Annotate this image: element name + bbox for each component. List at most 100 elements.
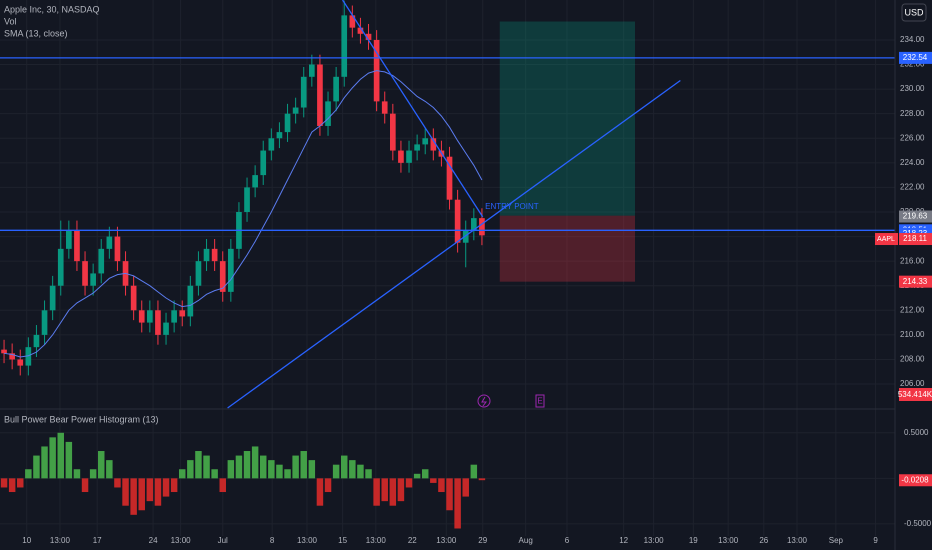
price-label-box	[899, 51, 932, 64]
price-label-box	[899, 275, 932, 288]
candle-body	[9, 353, 15, 360]
x-tick-label: 29	[478, 536, 487, 545]
x-tick-label: Jul	[218, 536, 228, 545]
histogram-bar	[421, 469, 429, 479]
x-tick-label: 13:00	[50, 536, 71, 545]
histogram-bar	[478, 478, 486, 481]
histogram-bar	[187, 460, 194, 479]
candle-body	[138, 310, 145, 323]
histogram-bar	[219, 478, 226, 493]
currency[interactable]: USD	[904, 7, 924, 17]
candle-body	[195, 261, 202, 286]
ticker-tag-box	[875, 233, 898, 246]
candle-body	[381, 101, 388, 114]
x-tick-label: 13:00	[787, 536, 808, 545]
histogram-bar	[300, 451, 307, 479]
y-tick-label: 210.00	[900, 330, 925, 339]
earnings-icon[interactable]	[535, 394, 545, 408]
candle-body	[276, 132, 283, 139]
candle-body	[1, 349, 7, 354]
volume-label-box	[899, 388, 932, 401]
histogram-bar	[324, 478, 332, 493]
histogram-bar	[438, 478, 445, 493]
histogram-bar	[211, 469, 218, 479]
x-tick-label: 22	[408, 536, 417, 545]
candle-body	[308, 64, 315, 77]
y-tick-label: 224.00	[900, 158, 925, 167]
currency-button[interactable]	[901, 3, 927, 22]
candle-body	[163, 322, 169, 335]
histogram-bar	[73, 469, 81, 479]
candle-body	[470, 218, 477, 231]
x-tick-label: 26	[759, 536, 768, 545]
histogram-bar	[65, 441, 73, 479]
legend-vol: Vol	[4, 16, 17, 26]
histogram-bar	[446, 478, 453, 511]
histogram-bar	[114, 478, 121, 488]
histogram-bar	[49, 437, 56, 479]
x-tick-label: 15	[338, 536, 347, 545]
x-tick-label: 13:00	[644, 536, 665, 545]
candle-body	[446, 156, 453, 200]
annotation: ENTRY POINT	[485, 202, 539, 211]
histogram-bar	[268, 460, 275, 479]
x-tick-label: 17	[93, 536, 102, 545]
histogram-bar	[308, 460, 316, 479]
histogram-bar	[170, 478, 178, 493]
earnings-letter: E	[537, 397, 542, 406]
x-tick-label: Sep	[829, 536, 844, 545]
price-label: 219.63	[903, 212, 928, 221]
histogram-bar	[195, 451, 202, 479]
candle-body	[17, 359, 24, 366]
histogram-bar	[365, 469, 372, 479]
x-tick-label: 8	[270, 536, 275, 545]
candle-body	[398, 150, 404, 163]
trend-line	[342, 0, 484, 218]
histogram-title: Bull Power Bear Power Histogram (13)	[4, 414, 159, 424]
candle-body	[82, 261, 88, 286]
candle-body	[317, 64, 323, 126]
histogram-bar	[349, 460, 356, 479]
histogram-bar	[8, 478, 16, 493]
candle-body	[25, 347, 32, 366]
candle-body	[462, 230, 469, 243]
y-tick-label: 230.00	[900, 84, 925, 93]
candle-body	[252, 175, 258, 188]
histogram-bar	[430, 478, 437, 483]
candle-body	[66, 230, 72, 249]
candle-body	[41, 310, 48, 335]
y-tick-label: 222.00	[900, 183, 925, 192]
candle-body	[219, 261, 226, 292]
histogram-bar	[138, 478, 145, 511]
histogram-bar	[276, 464, 283, 479]
y-tick-label: 212.00	[900, 305, 925, 314]
histogram-bar	[373, 478, 380, 506]
histogram-bar	[57, 432, 64, 479]
histogram-bar	[33, 455, 40, 479]
x-tick-label: Aug	[519, 536, 533, 545]
candle-body	[179, 310, 186, 317]
loss-zone	[499, 215, 636, 282]
candle-body	[349, 15, 356, 28]
candle-body	[155, 310, 161, 335]
trend-line	[227, 79, 681, 409]
candle-body	[49, 285, 56, 311]
sma-line	[3, 70, 483, 358]
y-tick-label: 206.00	[900, 379, 925, 388]
histogram-bar	[162, 478, 170, 497]
candle-body	[244, 187, 250, 212]
candle-body	[357, 27, 364, 34]
x-tick-label: 13:00	[436, 536, 457, 545]
histogram-bar	[243, 451, 251, 479]
histogram-bar	[25, 469, 32, 479]
histogram-bar	[397, 478, 405, 502]
candle-body	[406, 150, 412, 163]
histogram-bar	[470, 464, 478, 479]
price-label-box	[899, 233, 932, 246]
x-tick-label: 9	[873, 536, 878, 545]
y-tick-label: 226.00	[900, 133, 925, 142]
y-tick-label: 228.00	[900, 109, 925, 118]
dividend-icon[interactable]	[477, 394, 491, 408]
